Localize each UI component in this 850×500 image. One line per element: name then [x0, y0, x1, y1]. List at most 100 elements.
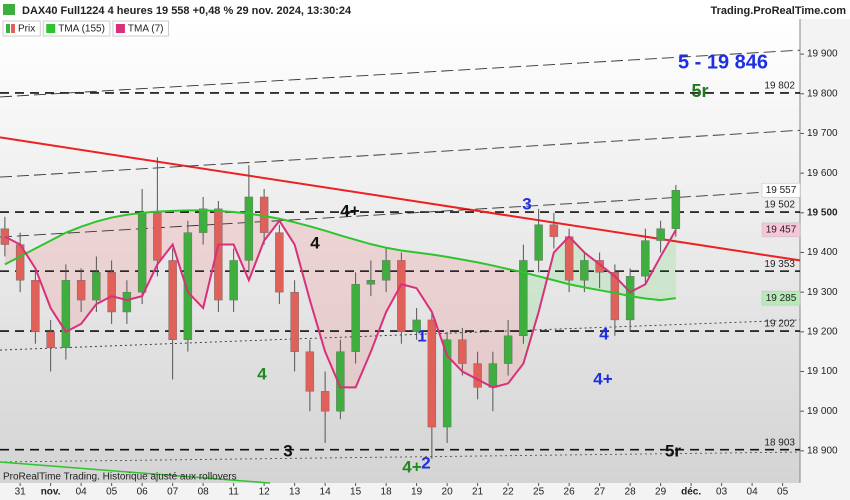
annotation: 4 — [599, 324, 609, 343]
annotation: 4+ — [340, 201, 359, 220]
legend-label: TMA (155) — [58, 24, 105, 35]
y-tick-label: 18 900 — [807, 446, 838, 457]
candle-body — [473, 363, 482, 388]
price-flag-label: 19 285 — [766, 293, 797, 304]
average-fill — [4, 210, 524, 388]
candle-body — [229, 260, 238, 301]
legend: Prix TMA (155) TMA (7) — [2, 20, 169, 37]
candle-body — [656, 228, 665, 241]
level-label: 19 202 — [764, 319, 795, 330]
candle-body — [519, 260, 528, 337]
annotation: 4+ — [402, 457, 421, 476]
annotation: 4 — [310, 233, 320, 252]
header-source: Trading.ProRealTime.com — [710, 5, 846, 17]
legend-item: Prix — [2, 20, 41, 37]
trend-line — [0, 136, 801, 262]
x-axis-area — [0, 483, 850, 500]
x-tick-label: 18 — [381, 487, 393, 498]
average-line — [4, 209, 676, 302]
candle-body — [305, 351, 315, 392]
y-tick-label: 19 000 — [807, 406, 838, 417]
y-tick-label: 19 400 — [807, 247, 838, 258]
candle-body — [564, 236, 574, 281]
trend-line — [0, 189, 801, 238]
candle-body — [366, 280, 376, 285]
annotation: 5r — [691, 81, 708, 101]
y-tick-label: 19 200 — [807, 326, 838, 337]
annotation: 4 — [257, 364, 267, 383]
annotation: 1 — [417, 326, 426, 345]
header-bar — [0, 0, 850, 19]
candle-body — [92, 272, 101, 301]
y-tick-label: 19 700 — [807, 128, 838, 139]
y-tick-label: 19 800 — [807, 88, 838, 99]
legend-box — [112, 20, 169, 37]
x-tick-label: 27 — [594, 487, 606, 498]
legend-swatch — [115, 24, 125, 33]
candle-body — [168, 260, 177, 340]
level-label: 18 903 — [764, 437, 795, 448]
candle-body — [671, 189, 681, 229]
x-tick-label: nov. — [41, 487, 61, 498]
candle-body — [427, 319, 437, 428]
x-tick-label: 31 — [15, 487, 27, 498]
price-flag — [761, 222, 801, 238]
candle-body — [625, 276, 635, 321]
x-tick-label: 20 — [442, 487, 454, 498]
x-tick-label: déc. — [681, 487, 701, 498]
annotation: 3 — [283, 441, 292, 460]
x-tick-label: 29 — [655, 487, 667, 498]
x-tick-label: 04 — [747, 487, 759, 498]
y-tick-label: 19 600 — [807, 168, 838, 179]
price-flag — [761, 182, 801, 198]
legend-swatch — [46, 24, 56, 33]
legend-item: TMA (7) — [112, 20, 169, 37]
candle-body — [320, 391, 330, 412]
x-tick-label: 26 — [564, 487, 576, 498]
candle-body — [351, 284, 360, 352]
level-label: 19 502 — [764, 200, 795, 211]
candle-body — [641, 240, 650, 277]
x-tick-label: 22 — [503, 487, 515, 498]
candle-body — [290, 291, 299, 352]
price-flag-label: 19 457 — [766, 225, 797, 236]
y-tick-label: 19 500 — [807, 207, 838, 218]
x-tick-label: 04 — [76, 487, 88, 498]
trend-line — [0, 49, 801, 98]
x-tick-label: 11 — [228, 487, 239, 498]
x-tick-label: 13 — [289, 487, 301, 498]
candle-body — [381, 260, 391, 281]
candle-body — [76, 280, 86, 301]
x-tick-label: 15 — [350, 487, 362, 498]
level-label: 19 353 — [764, 259, 795, 270]
level-label: 19 802 — [764, 81, 795, 92]
trend-line — [0, 319, 801, 351]
annotation: 2 — [421, 453, 430, 472]
candle-body — [549, 224, 559, 237]
annotation: 3 — [522, 194, 531, 213]
candle-body — [397, 260, 406, 333]
x-tick-label: 08 — [198, 487, 210, 498]
legend-box — [42, 20, 111, 37]
x-tick-label: 28 — [625, 487, 637, 498]
trend-line — [0, 129, 801, 178]
average-line — [4, 219, 677, 389]
candle-body — [503, 335, 513, 364]
candle-body — [61, 280, 71, 348]
x-tick-label: 14 — [320, 487, 332, 498]
y-tick-label: 19 300 — [807, 287, 838, 298]
candle-body — [153, 212, 162, 261]
candle-body — [534, 224, 543, 261]
candle-body — [244, 196, 254, 261]
x-tick-label: 03 — [716, 487, 728, 498]
legend-label: TMA (7) — [128, 24, 164, 35]
y-tick-label: 19 100 — [807, 366, 838, 377]
annotation: 5r — [665, 441, 681, 460]
x-tick-label: 05 — [106, 487, 118, 498]
candle-body — [442, 339, 452, 428]
candle-body — [183, 232, 193, 340]
x-tick-label: 07 — [167, 487, 179, 498]
x-tick-label: 05 — [777, 487, 789, 498]
footer-note: ProRealTime Trading. Historique ajusté a… — [3, 472, 237, 483]
